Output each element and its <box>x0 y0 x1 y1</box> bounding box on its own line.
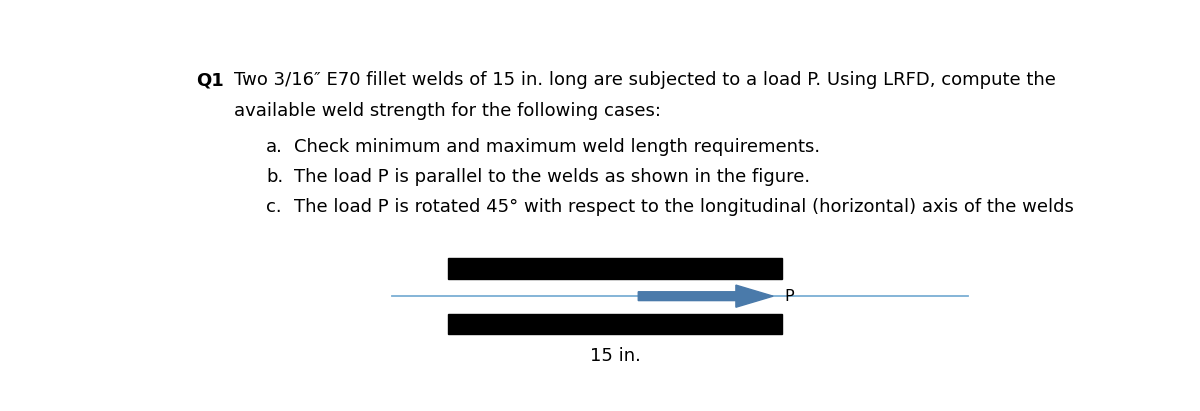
Text: b.: b. <box>266 168 283 186</box>
Text: Q1: Q1 <box>197 72 224 90</box>
FancyArrow shape <box>638 285 773 307</box>
Bar <box>448 258 782 279</box>
Text: a.: a. <box>266 138 283 156</box>
Text: available weld strength for the following cases:: available weld strength for the followin… <box>234 102 661 120</box>
Text: The load P is rotated 45° with respect to the longitudinal (horizontal) axis of : The load P is rotated 45° with respect t… <box>294 198 1074 216</box>
Text: The load P is parallel to the welds as shown in the figure.: The load P is parallel to the welds as s… <box>294 168 810 186</box>
Text: c.: c. <box>266 198 282 216</box>
Bar <box>448 314 782 334</box>
Text: Two 3/16″ E70 fillet welds of 15 in. long are subjected to a load P. Using LRFD,: Two 3/16″ E70 fillet welds of 15 in. lon… <box>234 72 1056 90</box>
Text: Check minimum and maximum weld length requirements.: Check minimum and maximum weld length re… <box>294 138 821 156</box>
Text: P: P <box>785 289 794 304</box>
Text: 15 in.: 15 in. <box>589 347 641 365</box>
